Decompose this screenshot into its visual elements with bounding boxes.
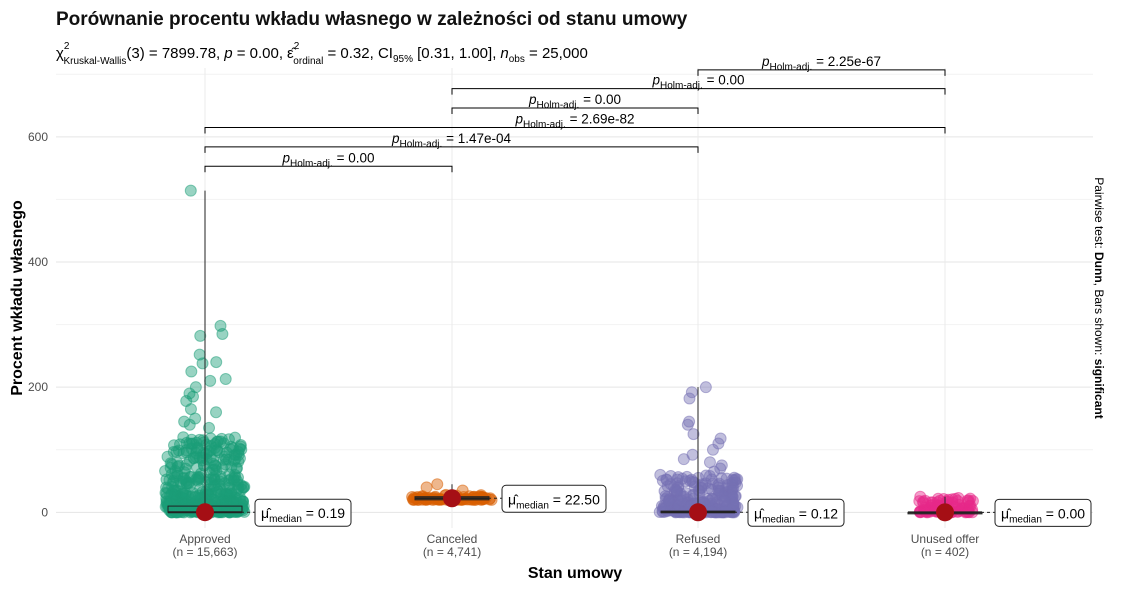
x-tick-label: Refused xyxy=(676,532,721,546)
data-point xyxy=(205,433,216,444)
median-marker xyxy=(196,503,214,521)
chart-subtitle: χ2 Kruskal-Wallis(3) = 7899.78, p = 0.00, ε… xyxy=(56,41,588,67)
x-tick-label: Approved xyxy=(179,532,230,546)
x-tick-label: Unused offer xyxy=(911,532,980,546)
comparison-bracket: pHolm-adj. = 0.00 xyxy=(452,92,698,114)
outlier-point xyxy=(197,358,208,369)
data-point xyxy=(225,488,236,499)
series-layer: μ̂median = 0.19 μ̂median = 22.50 μ̂median … xyxy=(160,185,1091,526)
x-tick-label: Canceled xyxy=(427,532,478,546)
comparison-bracket: pHolm-adj. = 0.00 xyxy=(205,150,452,172)
median-marker xyxy=(936,503,954,521)
pairwise-caption: Pairwise test: Dunn, Bars shown: signifi… xyxy=(1092,177,1106,418)
outlier-point xyxy=(678,454,689,465)
x-tick-count: (n = 4,741) xyxy=(423,545,481,559)
outlier-point xyxy=(185,185,196,196)
x-tick-count: (n = 402) xyxy=(921,545,969,559)
outlier-point xyxy=(432,479,443,490)
data-point xyxy=(190,491,201,502)
outlier-point xyxy=(421,482,432,493)
data-point xyxy=(191,474,202,485)
data-point xyxy=(177,492,188,503)
y-axis-title: Procent wkładu własnego xyxy=(9,200,26,396)
bracket-line xyxy=(205,127,945,133)
data-point xyxy=(224,475,235,486)
data-point xyxy=(670,484,681,495)
outlier-point xyxy=(684,393,695,404)
data-point xyxy=(919,505,930,516)
data-point xyxy=(165,490,176,501)
x-axis: Approved(n = 15,663) Canceled(n = 4,741) R… xyxy=(172,532,979,559)
comparison-bracket: pHolm-adj. = 2.69e-82 xyxy=(205,111,945,133)
y-tick-label: 200 xyxy=(28,380,48,394)
series-approved: μ̂median = 0.19 xyxy=(160,185,351,526)
data-point xyxy=(233,449,244,460)
y-tick-label: 600 xyxy=(28,130,48,144)
outlier-point xyxy=(700,382,711,393)
data-point xyxy=(703,483,714,494)
series-refused: μ̂median = 0.12 xyxy=(654,382,844,527)
outlier-point xyxy=(915,491,926,502)
outlier-point xyxy=(217,328,228,339)
median-marker xyxy=(689,503,707,521)
outlier-point xyxy=(708,466,719,477)
data-point xyxy=(184,455,195,466)
outlier-point xyxy=(707,444,718,455)
data-point xyxy=(727,474,738,485)
data-point xyxy=(216,433,227,444)
outlier-point xyxy=(186,366,197,377)
data-point xyxy=(198,460,209,471)
data-point xyxy=(719,495,730,506)
data-point xyxy=(661,474,672,485)
chart-title: Porównanie procentu wkładu własnego w za… xyxy=(56,9,688,30)
y-tick-label: 0 xyxy=(41,505,48,519)
data-point xyxy=(172,457,183,468)
median-marker xyxy=(443,489,461,507)
series-canceled: μ̂median = 22.50 xyxy=(407,479,606,513)
data-point xyxy=(168,477,179,488)
data-point xyxy=(663,495,674,506)
data-point xyxy=(704,495,715,506)
x-axis-title: Stan umowy xyxy=(528,565,622,582)
data-point xyxy=(713,485,724,496)
y-axis: 0 200 400 600 xyxy=(28,130,48,520)
data-point xyxy=(965,500,976,511)
outlier-point xyxy=(184,419,195,430)
outlier-point xyxy=(947,494,958,505)
data-point xyxy=(184,438,195,449)
outlier-point xyxy=(688,429,699,440)
outlier-point xyxy=(205,375,216,386)
outlier-point xyxy=(211,407,222,418)
outlier-point xyxy=(211,357,222,368)
x-tick-count: (n = 15,663) xyxy=(172,545,237,559)
y-tick-label: 400 xyxy=(28,255,48,269)
series-unused-offer: μ̂median = 0.00 xyxy=(908,491,1091,526)
outlier-point xyxy=(195,330,206,341)
x-tick-count: (n = 4,194) xyxy=(669,545,727,559)
outlier-point xyxy=(220,374,231,385)
